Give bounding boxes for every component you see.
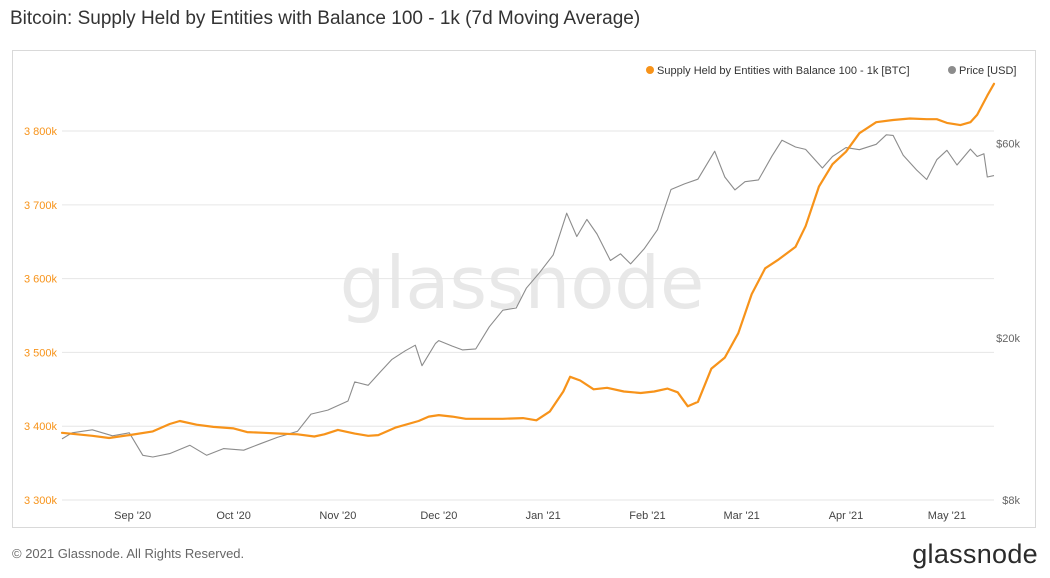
x-tick-label: Dec '20 <box>420 510 457 522</box>
x-tick-label: Sep '20 <box>114 510 151 522</box>
left-tick-label: 3 500k <box>24 347 58 359</box>
x-tick-label: Apr '21 <box>829 510 864 522</box>
copyright-footer: © 2021 Glassnode. All Rights Reserved. <box>12 546 245 561</box>
left-tick-label: 3 700k <box>24 200 58 212</box>
right-tick-label: $8k <box>1002 495 1020 507</box>
legend-label-supply: Supply Held by Entities with Balance 100… <box>657 65 910 77</box>
legend-swatch-supply <box>646 66 654 74</box>
series-layer <box>60 82 996 458</box>
left-axis: 3 300k 3 400k 3 500k 3 600k 3 700k 3 800k <box>24 126 58 507</box>
left-tick-label: 3 800k <box>24 126 58 138</box>
legend-swatch-price <box>948 66 956 74</box>
x-tick-label: Jan '21 <box>526 510 561 522</box>
x-tick-label: May '21 <box>928 510 966 522</box>
chart-watermark: glassnode <box>340 241 705 325</box>
right-tick-label: $60k <box>996 139 1020 151</box>
legend: Supply Held by Entities with Balance 100… <box>646 65 1016 77</box>
legend-label-price: Price [USD] <box>959 65 1016 77</box>
right-tick-label: $20k <box>996 333 1020 345</box>
x-tick-label: Feb '21 <box>629 510 665 522</box>
x-axis: Sep '20 Oct '20 Nov '20 Dec '20 Jan '21 Feb '… <box>114 510 966 522</box>
chart-frame <box>12 50 1036 528</box>
right-axis: $8k $20k $60k <box>996 139 1020 507</box>
x-tick-label: Nov '20 <box>319 510 356 522</box>
series-supply-line <box>60 82 996 440</box>
x-tick-label: Mar '21 <box>723 510 759 522</box>
brand-logo: glassnode <box>912 539 1038 569</box>
x-tick-label: Oct '20 <box>216 510 251 522</box>
left-tick-label: 3 400k <box>24 421 58 433</box>
left-tick-label: 3 600k <box>24 274 58 286</box>
chart-title: Bitcoin: Supply Held by Entities with Ba… <box>10 8 641 29</box>
series-price-line <box>61 134 995 458</box>
left-tick-label: 3 300k <box>24 495 58 507</box>
